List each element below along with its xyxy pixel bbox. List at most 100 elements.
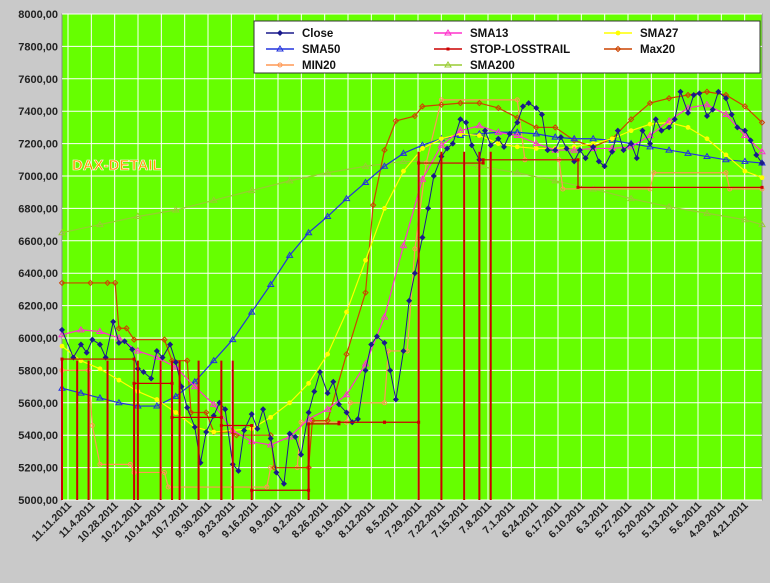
max20-point bbox=[161, 336, 168, 343]
sma13-point bbox=[380, 312, 389, 320]
stoploss-point bbox=[481, 161, 485, 165]
close-point bbox=[381, 339, 388, 346]
stoploss-point bbox=[307, 488, 311, 492]
close-point bbox=[609, 148, 616, 155]
close-point bbox=[298, 451, 305, 458]
sma13-point bbox=[722, 110, 730, 117]
sma27-point bbox=[287, 400, 293, 406]
legend-item-min20: MIN20 bbox=[266, 60, 336, 72]
sma50-point bbox=[77, 389, 85, 396]
sma200-point bbox=[285, 176, 294, 184]
sma27-point bbox=[382, 206, 387, 211]
close-point bbox=[191, 424, 198, 431]
max20-point bbox=[271, 464, 278, 471]
stoploss-point bbox=[60, 357, 64, 361]
close-point bbox=[595, 158, 602, 165]
close-point bbox=[305, 409, 312, 416]
close-point bbox=[110, 318, 117, 325]
close-point bbox=[406, 297, 413, 304]
close-point bbox=[115, 339, 122, 346]
sma50-point bbox=[741, 157, 749, 164]
sma50-point bbox=[380, 162, 389, 169]
close-point bbox=[387, 367, 394, 374]
sma27-point bbox=[647, 121, 653, 127]
sma13-point bbox=[646, 131, 654, 138]
sma27-point bbox=[723, 152, 729, 158]
sma27-point bbox=[476, 133, 482, 138]
close-point bbox=[121, 338, 128, 345]
sma27-point bbox=[628, 128, 634, 134]
sma50-point bbox=[646, 142, 654, 150]
sma50-point bbox=[722, 155, 730, 163]
sma200-point bbox=[171, 206, 180, 213]
close-point bbox=[728, 111, 735, 118]
close-point bbox=[666, 124, 673, 131]
y-tick-label: 6600,00 bbox=[18, 236, 58, 248]
stoploss-point bbox=[307, 422, 311, 426]
legend-item-close: Close bbox=[266, 28, 333, 40]
sma50-point bbox=[285, 251, 294, 258]
close-point bbox=[129, 346, 136, 353]
max20-point bbox=[614, 45, 622, 53]
close-point bbox=[292, 433, 299, 440]
sma13-point bbox=[741, 131, 749, 138]
series-line-sma200 bbox=[61, 160, 763, 234]
close-point bbox=[696, 90, 703, 97]
close-point bbox=[392, 396, 399, 403]
close-point bbox=[652, 116, 659, 123]
legend-label: MIN20 bbox=[302, 60, 336, 72]
min20-point bbox=[161, 469, 167, 475]
y-tick-label: 6400,00 bbox=[18, 268, 58, 280]
close-point bbox=[254, 425, 261, 432]
sma27-point bbox=[704, 136, 710, 142]
legend-label: SMA13 bbox=[470, 28, 508, 40]
max20-point bbox=[381, 146, 388, 154]
close-point bbox=[89, 336, 96, 343]
legend-item-sma200: SMA200 bbox=[434, 60, 515, 72]
close-point bbox=[482, 127, 489, 134]
stoploss-point bbox=[576, 158, 580, 162]
close-point bbox=[273, 469, 280, 476]
max20-point bbox=[476, 99, 483, 107]
min20-point bbox=[723, 170, 729, 176]
max20-point bbox=[202, 409, 210, 416]
close-point bbox=[734, 124, 741, 131]
sma27-point bbox=[116, 377, 122, 383]
max20-point bbox=[111, 279, 119, 287]
y-tick-label: 6000,00 bbox=[18, 333, 58, 345]
sma50-point bbox=[342, 194, 351, 202]
sma200-point bbox=[703, 209, 711, 216]
min20-point bbox=[560, 186, 566, 192]
close-point bbox=[582, 155, 589, 162]
series-line-min20 bbox=[62, 99, 762, 488]
close-point bbox=[747, 137, 754, 144]
sma13-point bbox=[665, 116, 673, 124]
sma13-point bbox=[77, 325, 85, 333]
legend-item-sma50: SMA50 bbox=[266, 44, 340, 56]
close-point bbox=[260, 406, 267, 413]
sma50-point bbox=[304, 228, 313, 236]
close-point bbox=[267, 435, 274, 442]
stoploss-point bbox=[337, 420, 341, 424]
sma50-point bbox=[228, 335, 237, 343]
close-point bbox=[614, 127, 621, 134]
legend-label: SMA200 bbox=[470, 60, 515, 72]
close-point bbox=[628, 140, 635, 147]
sma13-point bbox=[133, 346, 142, 354]
legend-item-max20: Max20 bbox=[604, 44, 675, 56]
legend-box bbox=[253, 20, 761, 74]
close-point bbox=[563, 145, 570, 152]
close-point bbox=[741, 127, 748, 134]
stoploss-point bbox=[132, 357, 136, 361]
close-point bbox=[96, 341, 103, 348]
stoploss-point bbox=[219, 423, 223, 427]
close-point bbox=[514, 119, 521, 126]
legend-label: SMA50 bbox=[302, 44, 340, 56]
stoploss-point bbox=[132, 381, 136, 385]
close-point bbox=[601, 163, 608, 170]
sma27-point bbox=[742, 168, 748, 174]
sma50-point bbox=[96, 393, 104, 401]
sma50-point bbox=[247, 308, 256, 315]
max20-point bbox=[552, 124, 559, 131]
